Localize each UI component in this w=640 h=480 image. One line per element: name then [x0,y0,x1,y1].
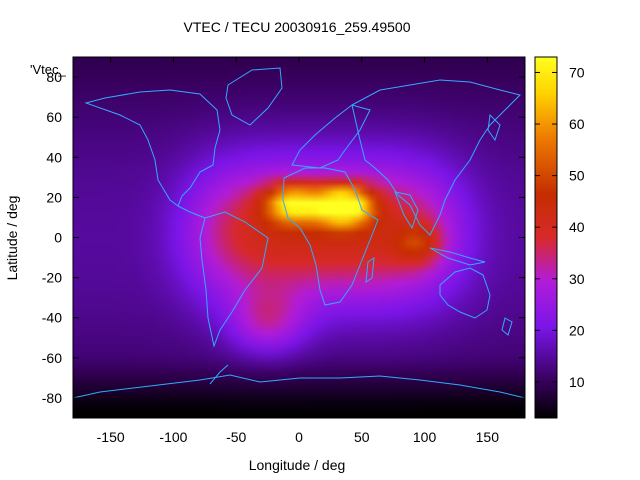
colorbar-tick-label: 20 [569,322,585,338]
coastline-greenland [225,67,283,126]
coastline-australia [439,267,491,319]
colorbar-tick-label: 50 [569,168,585,184]
x-tick-label: 50 [354,429,370,445]
y-tick-label: 40 [46,149,62,165]
x-tick-label: 100 [413,429,437,445]
colorbar-tick-label: 70 [569,64,585,80]
colorbar-gradient [534,56,558,419]
y-tick-label: 0 [54,230,62,246]
coastline-south-america [199,211,269,348]
x-tick-label: -50 [226,429,246,445]
colorbar: 10 20 30 40 50 60 70 [534,56,585,419]
coastline-madagascar [365,256,375,284]
y-tick-label: -20 [42,270,62,286]
colorbar-tick-label: 30 [569,271,585,287]
y-tick-label: 60 [46,109,62,125]
colorbar-ticks: 10 20 30 40 50 60 70 [535,64,585,390]
coastline-india [394,191,419,230]
colorbar-tick-label: 10 [569,374,585,390]
vtec-heatmap [73,57,525,418]
y-tick-label: -40 [42,310,62,326]
coastline-new-zealand [501,317,513,336]
colorbar-tick-label: 60 [569,116,585,132]
chart-title: VTEC / TECU 20030916_259.49500 [183,19,410,35]
y-tick-label: 20 [46,189,62,205]
x-axis: -150 -100 -50 0 50 100 150 [97,57,500,445]
coastline-antarctica [72,374,526,399]
colorbar-tick-label: 40 [569,219,585,235]
x-axis-label: Longitude / deg [249,457,346,473]
coastline-antarctic-peninsula [209,364,229,385]
coastline-asia [351,79,521,236]
y-axis-label: Latitude / deg [4,196,20,281]
y-tick-label: -80 [42,390,62,406]
x-tick-label: -150 [97,429,125,445]
series-key-label: 'Vtec_ [30,62,66,77]
y-tick-label: 80 [46,69,62,85]
coastline-indonesia [429,247,486,266]
coastline-north-america [84,89,221,207]
coastline-europe [291,104,371,169]
coastline-africa [282,167,379,306]
x-tick-label: 150 [476,429,500,445]
plot-area [72,56,526,419]
y-axis: -80 -60 -40 -20 0 20 40 60 80 [42,69,525,406]
coastline-central-america [177,205,206,219]
coastline-japan [487,113,501,142]
coastlines [72,67,526,399]
x-tick-label: 0 [295,429,303,445]
x-tick-label: -100 [159,429,187,445]
y-tick-label: -60 [42,350,62,366]
